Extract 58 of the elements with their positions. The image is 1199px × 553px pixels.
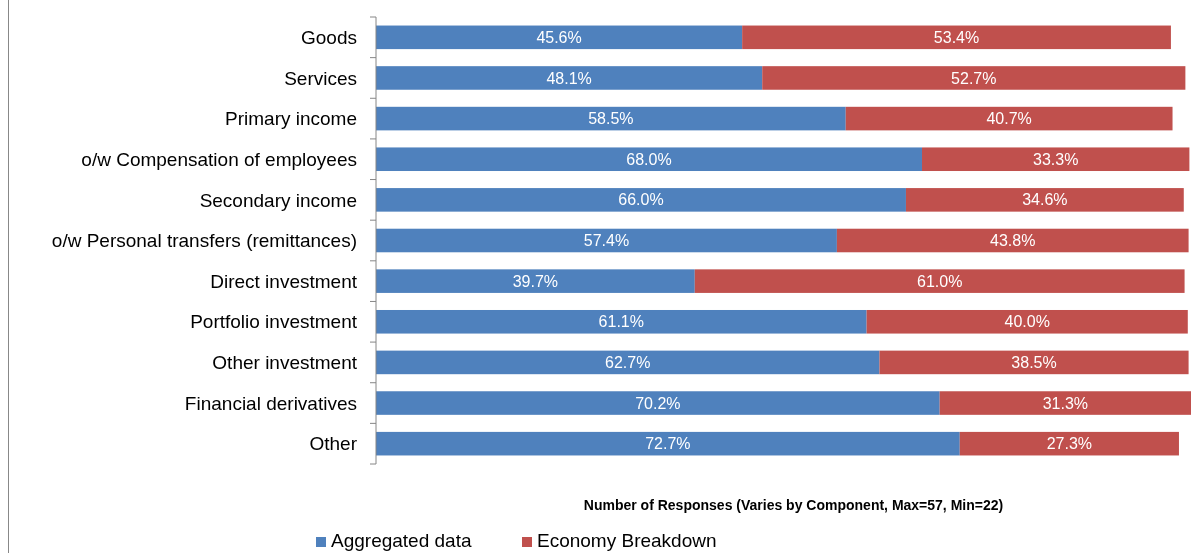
bar [376,350,880,375]
data-label: 40.7% [986,110,1032,128]
bar [376,309,867,334]
y-tick-label: Services [284,67,357,89]
data-label: 45.6% [536,28,582,46]
bar [845,106,1173,131]
bar [376,431,960,456]
data-label: 66.0% [618,191,664,209]
y-tick-label: o/w Personal transfers (remittances) [51,230,357,252]
bar [376,228,837,253]
data-label: 43.8% [990,232,1036,250]
bar [866,309,1188,334]
bar [694,269,1185,293]
data-label: 58.5% [588,110,634,128]
bar [905,188,1184,212]
data-label: 27.3% [1046,435,1093,453]
y-tick-label: Other [309,433,358,455]
legend-label: Economy Breakdown [537,530,717,551]
data-label: 70.2% [635,394,681,412]
bar [762,66,1186,90]
legend-label: Aggregated data [331,530,472,551]
bar [376,391,940,415]
data-label: 62.7% [605,354,651,372]
y-tick-label: Portfolio investment [190,311,358,333]
bar [376,188,906,212]
data-label: 48.1% [546,69,592,87]
bar [939,391,1191,415]
data-label: 61.0% [916,272,963,290]
y-tick-label: Primary income [225,108,357,130]
y-tick-label: Goods [301,26,357,48]
data-label: 72.7% [645,435,691,453]
bar [959,431,1179,456]
y-tick-label: Other investment [212,352,358,374]
bar [376,25,743,50]
data-label: 31.3% [1042,394,1089,412]
bar [922,147,1190,172]
bar [742,25,1171,50]
data-label: 52.7% [951,69,997,87]
bar [376,147,923,172]
data-label: 68.0% [626,150,672,168]
data-label: 61.1% [598,313,644,331]
bar [376,269,695,293]
data-label: 40.0% [1004,313,1050,331]
y-tick-label: Direct investment [210,270,358,292]
data-label: 38.5% [1011,354,1057,372]
bar [879,350,1189,375]
data-label: 39.7% [512,272,559,290]
bar [376,106,846,131]
data-label: 34.6% [1022,191,1068,209]
data-label: 33.3% [1033,150,1079,168]
x-axis-title: Number of Responses (Varies by Component, Max=57, Min=22) [583,497,1004,513]
y-tick-label: Secondary income [199,189,357,211]
y-tick-label: Financial derivatives [184,392,357,414]
bar [376,66,763,90]
y-tick-label: o/w Compensation of employees [81,148,357,170]
bar [836,228,1189,253]
data-label: 53.4% [933,28,980,46]
data-label: 57.4% [583,232,630,250]
